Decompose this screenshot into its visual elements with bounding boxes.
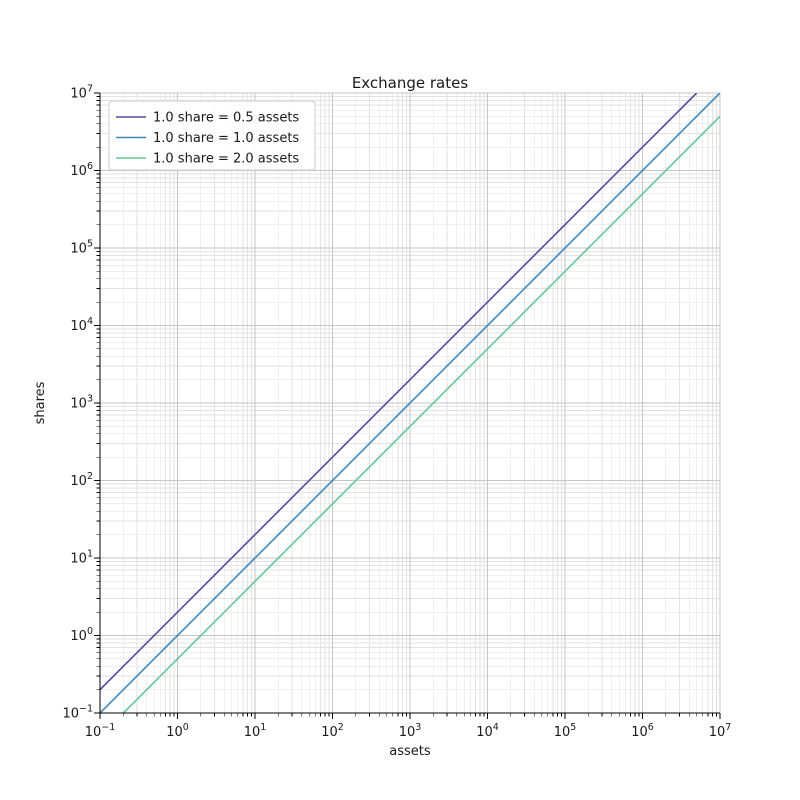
- y-tick-label: 106: [70, 161, 93, 179]
- x-tick-label: 103: [399, 722, 422, 740]
- x-tick-label: 106: [631, 722, 654, 740]
- y-tick-label: 103: [70, 394, 93, 412]
- x-tick-label: 101: [244, 722, 267, 740]
- y-tick-label: 101: [70, 549, 93, 567]
- chart-title: Exchange rates: [352, 74, 469, 92]
- series-line-1: [100, 93, 720, 713]
- y-tick-label: 107: [70, 84, 93, 102]
- x-axis-label: assets: [389, 744, 431, 759]
- legend-box: [108, 100, 316, 171]
- y-tick-label: 104: [70, 316, 93, 334]
- x-tick-label: 104: [476, 722, 499, 740]
- y-tick-label: 105: [70, 239, 93, 257]
- legend-entry-label: 1.0 share = 1.0 assets: [153, 131, 299, 146]
- x-tick-label: 102: [321, 722, 344, 740]
- series-line-0: [100, 93, 698, 691]
- series-line-2: [122, 115, 720, 713]
- legend-entry-label: 1.0 share = 2.0 assets: [153, 152, 299, 167]
- x-tick-label: 107: [709, 722, 732, 740]
- legend: 1.0 share = 0.5 assets 1.0 share = 1.0 as…: [108, 100, 316, 171]
- legend-entry-label: 1.0 share = 0.5 assets: [153, 111, 299, 126]
- y-tick-label: 100: [70, 626, 93, 644]
- y-tick-label: 102: [70, 471, 93, 489]
- y-tick-label: 10−1: [62, 704, 93, 722]
- x-tick-label: 105: [554, 722, 577, 740]
- x-tick-label: 100: [166, 722, 189, 740]
- series-lines: [100, 93, 720, 713]
- y-axis-label: shares: [33, 381, 48, 424]
- x-tick-label: 10−1: [85, 722, 116, 740]
- axis-ticks: [94, 92, 721, 719]
